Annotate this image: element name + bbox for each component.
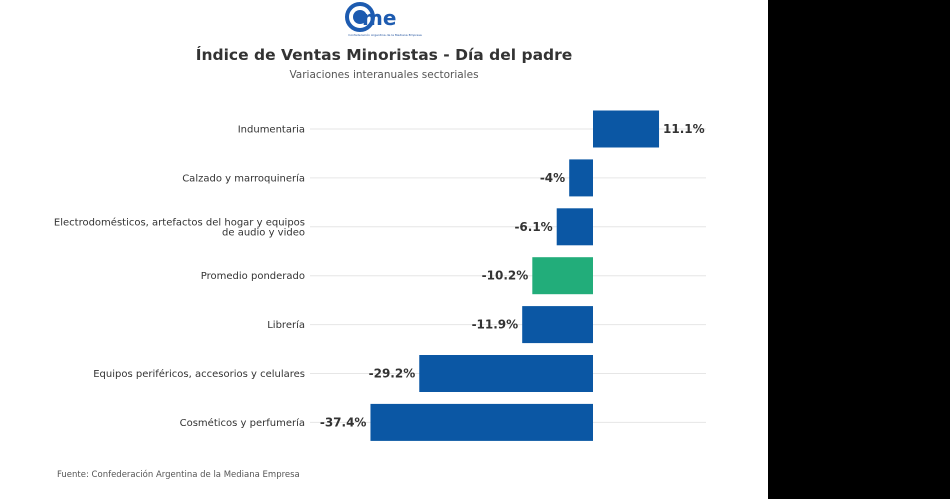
data-label: -37.4% xyxy=(320,415,367,429)
chart-subtitle: Variaciones interanuales sectoriales xyxy=(289,69,479,81)
data-label: -11.9% xyxy=(472,318,519,332)
bar xyxy=(593,110,660,148)
data-label: -6.1% xyxy=(514,220,552,234)
data-label: -10.2% xyxy=(482,269,529,283)
chart-card: me Confederación Argentina de la Mediana… xyxy=(0,0,768,499)
category-label: Calzado y marroquinería xyxy=(182,172,305,184)
data-label: -4% xyxy=(540,171,565,185)
category-label: de audio y video xyxy=(222,227,305,238)
logo-subtext: Confederación Argentina de la Mediana Em… xyxy=(348,33,422,37)
bar xyxy=(419,355,593,392)
chart-title: Índice de Ventas Minoristas - Día del pa… xyxy=(195,46,573,64)
data-label: 11.1% xyxy=(663,122,705,136)
category-label: Cosméticos y perfumería xyxy=(180,417,305,429)
bar xyxy=(532,257,593,295)
bar xyxy=(556,208,593,246)
category-label: Promedio ponderado xyxy=(201,271,305,282)
bar xyxy=(569,159,593,197)
category-label: Librería xyxy=(267,319,305,331)
category-label: Equipos periféricos, accesorios y celula… xyxy=(93,368,305,380)
bar-chart: 11.1% Indumentaria -4% Calzado y marroquine… xyxy=(54,110,706,441)
svg-text:me: me xyxy=(362,6,396,30)
category-label: Electrodomésticos, artefactos del hogar … xyxy=(54,216,305,228)
bar xyxy=(370,403,593,441)
category-label: Indumentaria xyxy=(238,125,305,136)
data-label: -29.2% xyxy=(369,367,416,381)
source-note: Fuente: Confederación Argentina de la Me… xyxy=(57,470,300,480)
came-logo: me xyxy=(345,2,396,32)
black-margin xyxy=(768,0,950,499)
bar xyxy=(522,306,593,344)
